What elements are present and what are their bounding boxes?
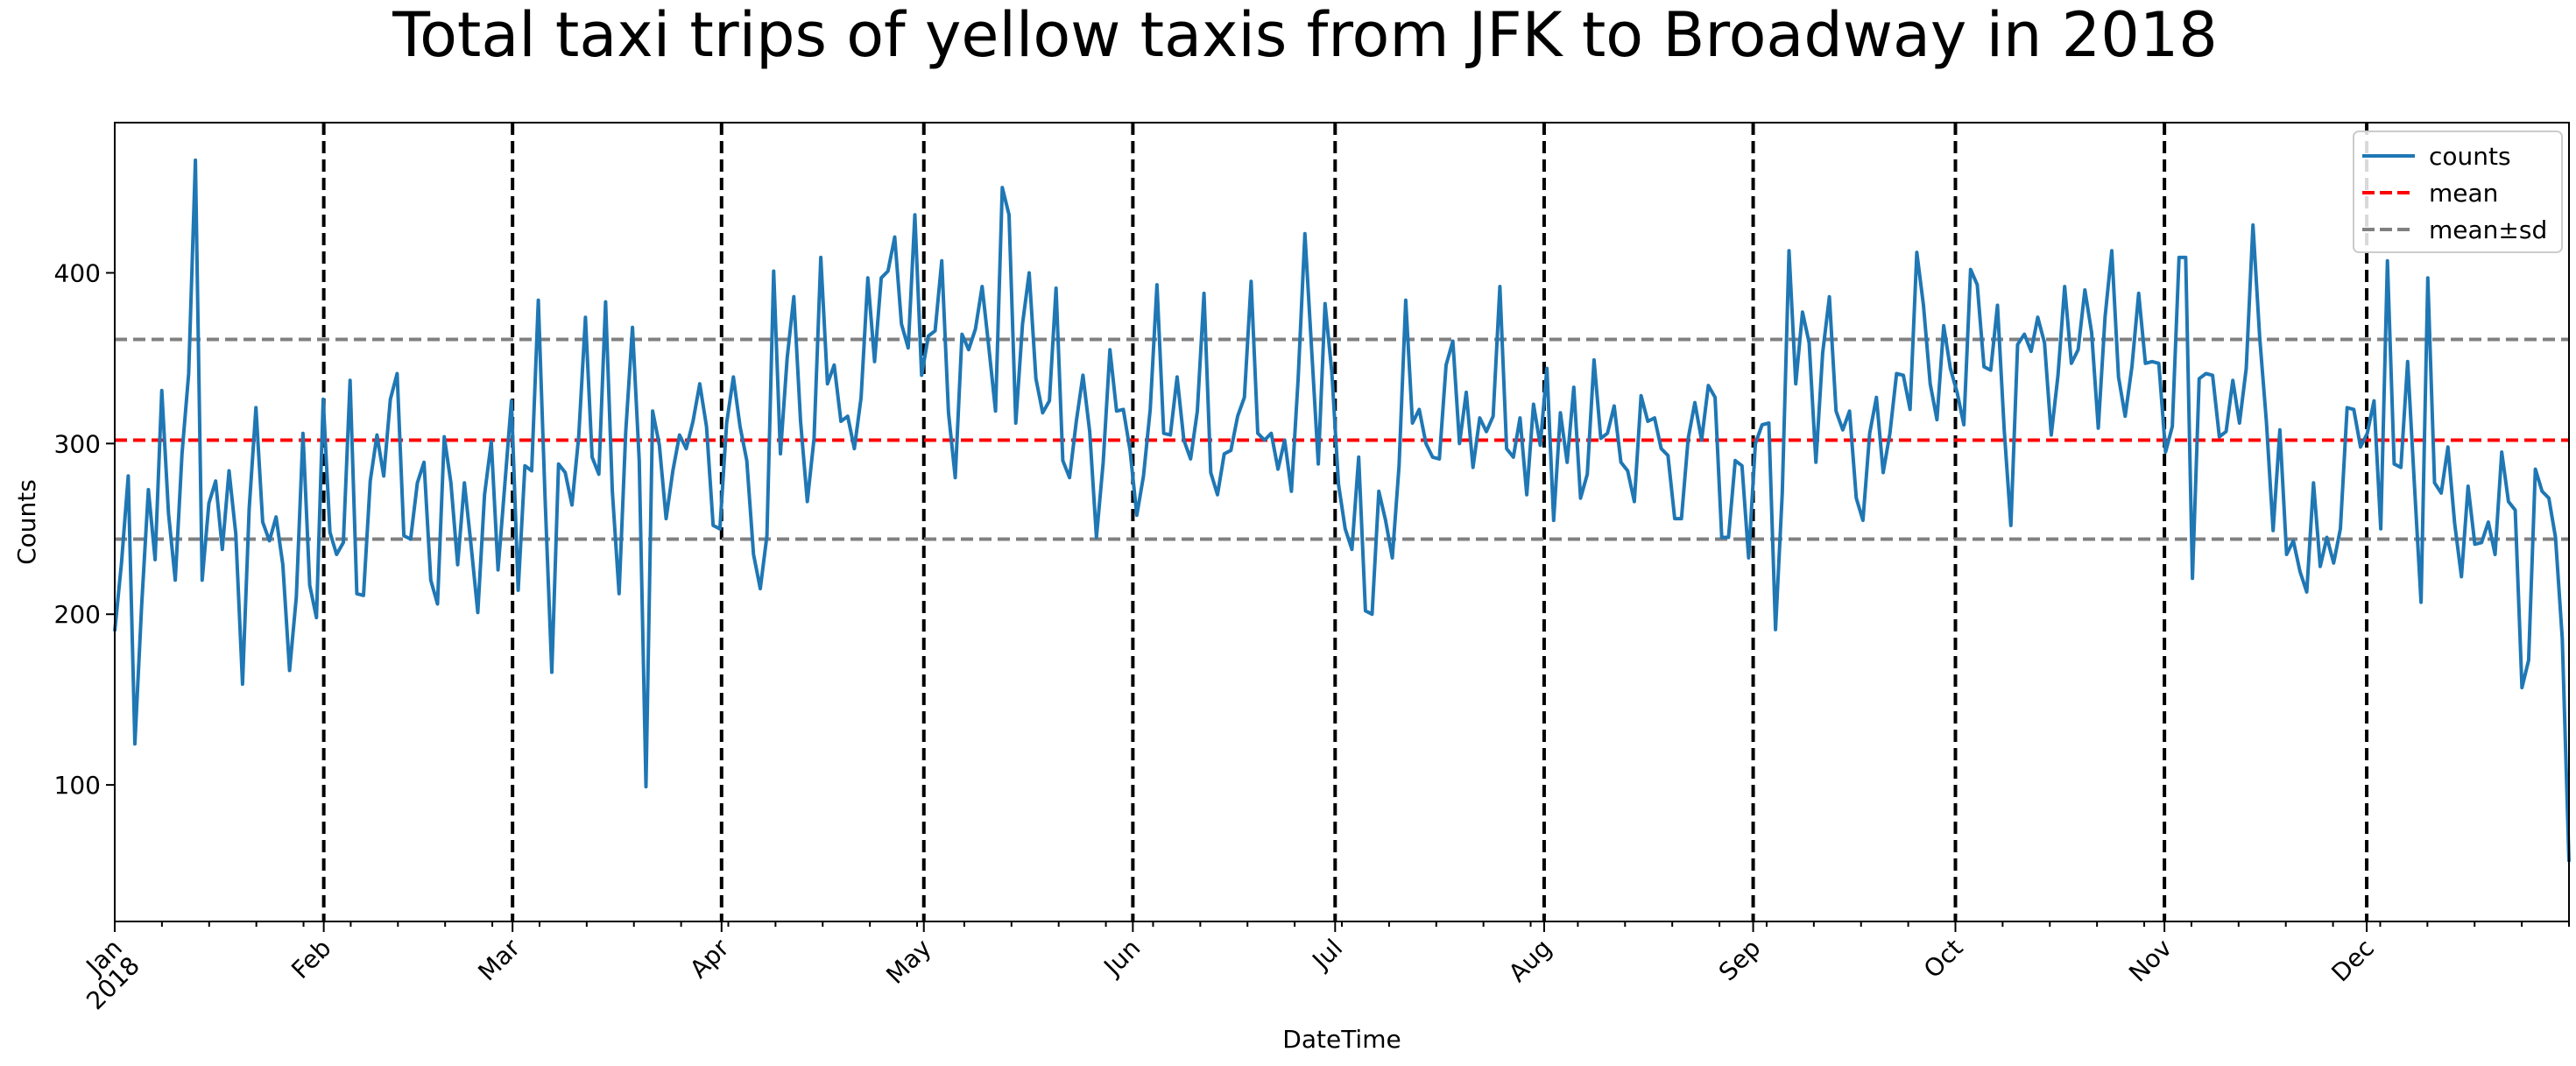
month-divider-lines bbox=[321, 123, 2369, 921]
legend-counts-label: counts bbox=[2429, 142, 2511, 171]
y-axis: 100 200 300 400 bbox=[54, 258, 115, 800]
y-tick-label-200: 200 bbox=[54, 600, 101, 629]
reference-lines bbox=[115, 337, 2569, 541]
legend: counts mean mean±sd bbox=[2353, 131, 2563, 253]
chart-title: Total taxi trips of yellow taxis from JF… bbox=[392, 0, 2218, 71]
y-tick-label-300: 300 bbox=[54, 429, 101, 458]
series-line-counts bbox=[113, 158, 2571, 862]
series-group bbox=[113, 158, 2571, 862]
legend-box bbox=[2353, 131, 2563, 253]
legend-sd-label: mean±sd bbox=[2429, 215, 2547, 244]
plot-frame bbox=[114, 122, 2570, 922]
y-tick-label-400: 400 bbox=[54, 258, 101, 287]
y-axis-label: Counts bbox=[12, 479, 41, 565]
y-tick-label-100: 100 bbox=[54, 771, 101, 800]
legend-mean-label: mean bbox=[2429, 179, 2498, 208]
x-axis-label: DateTime bbox=[1282, 1025, 1401, 1054]
